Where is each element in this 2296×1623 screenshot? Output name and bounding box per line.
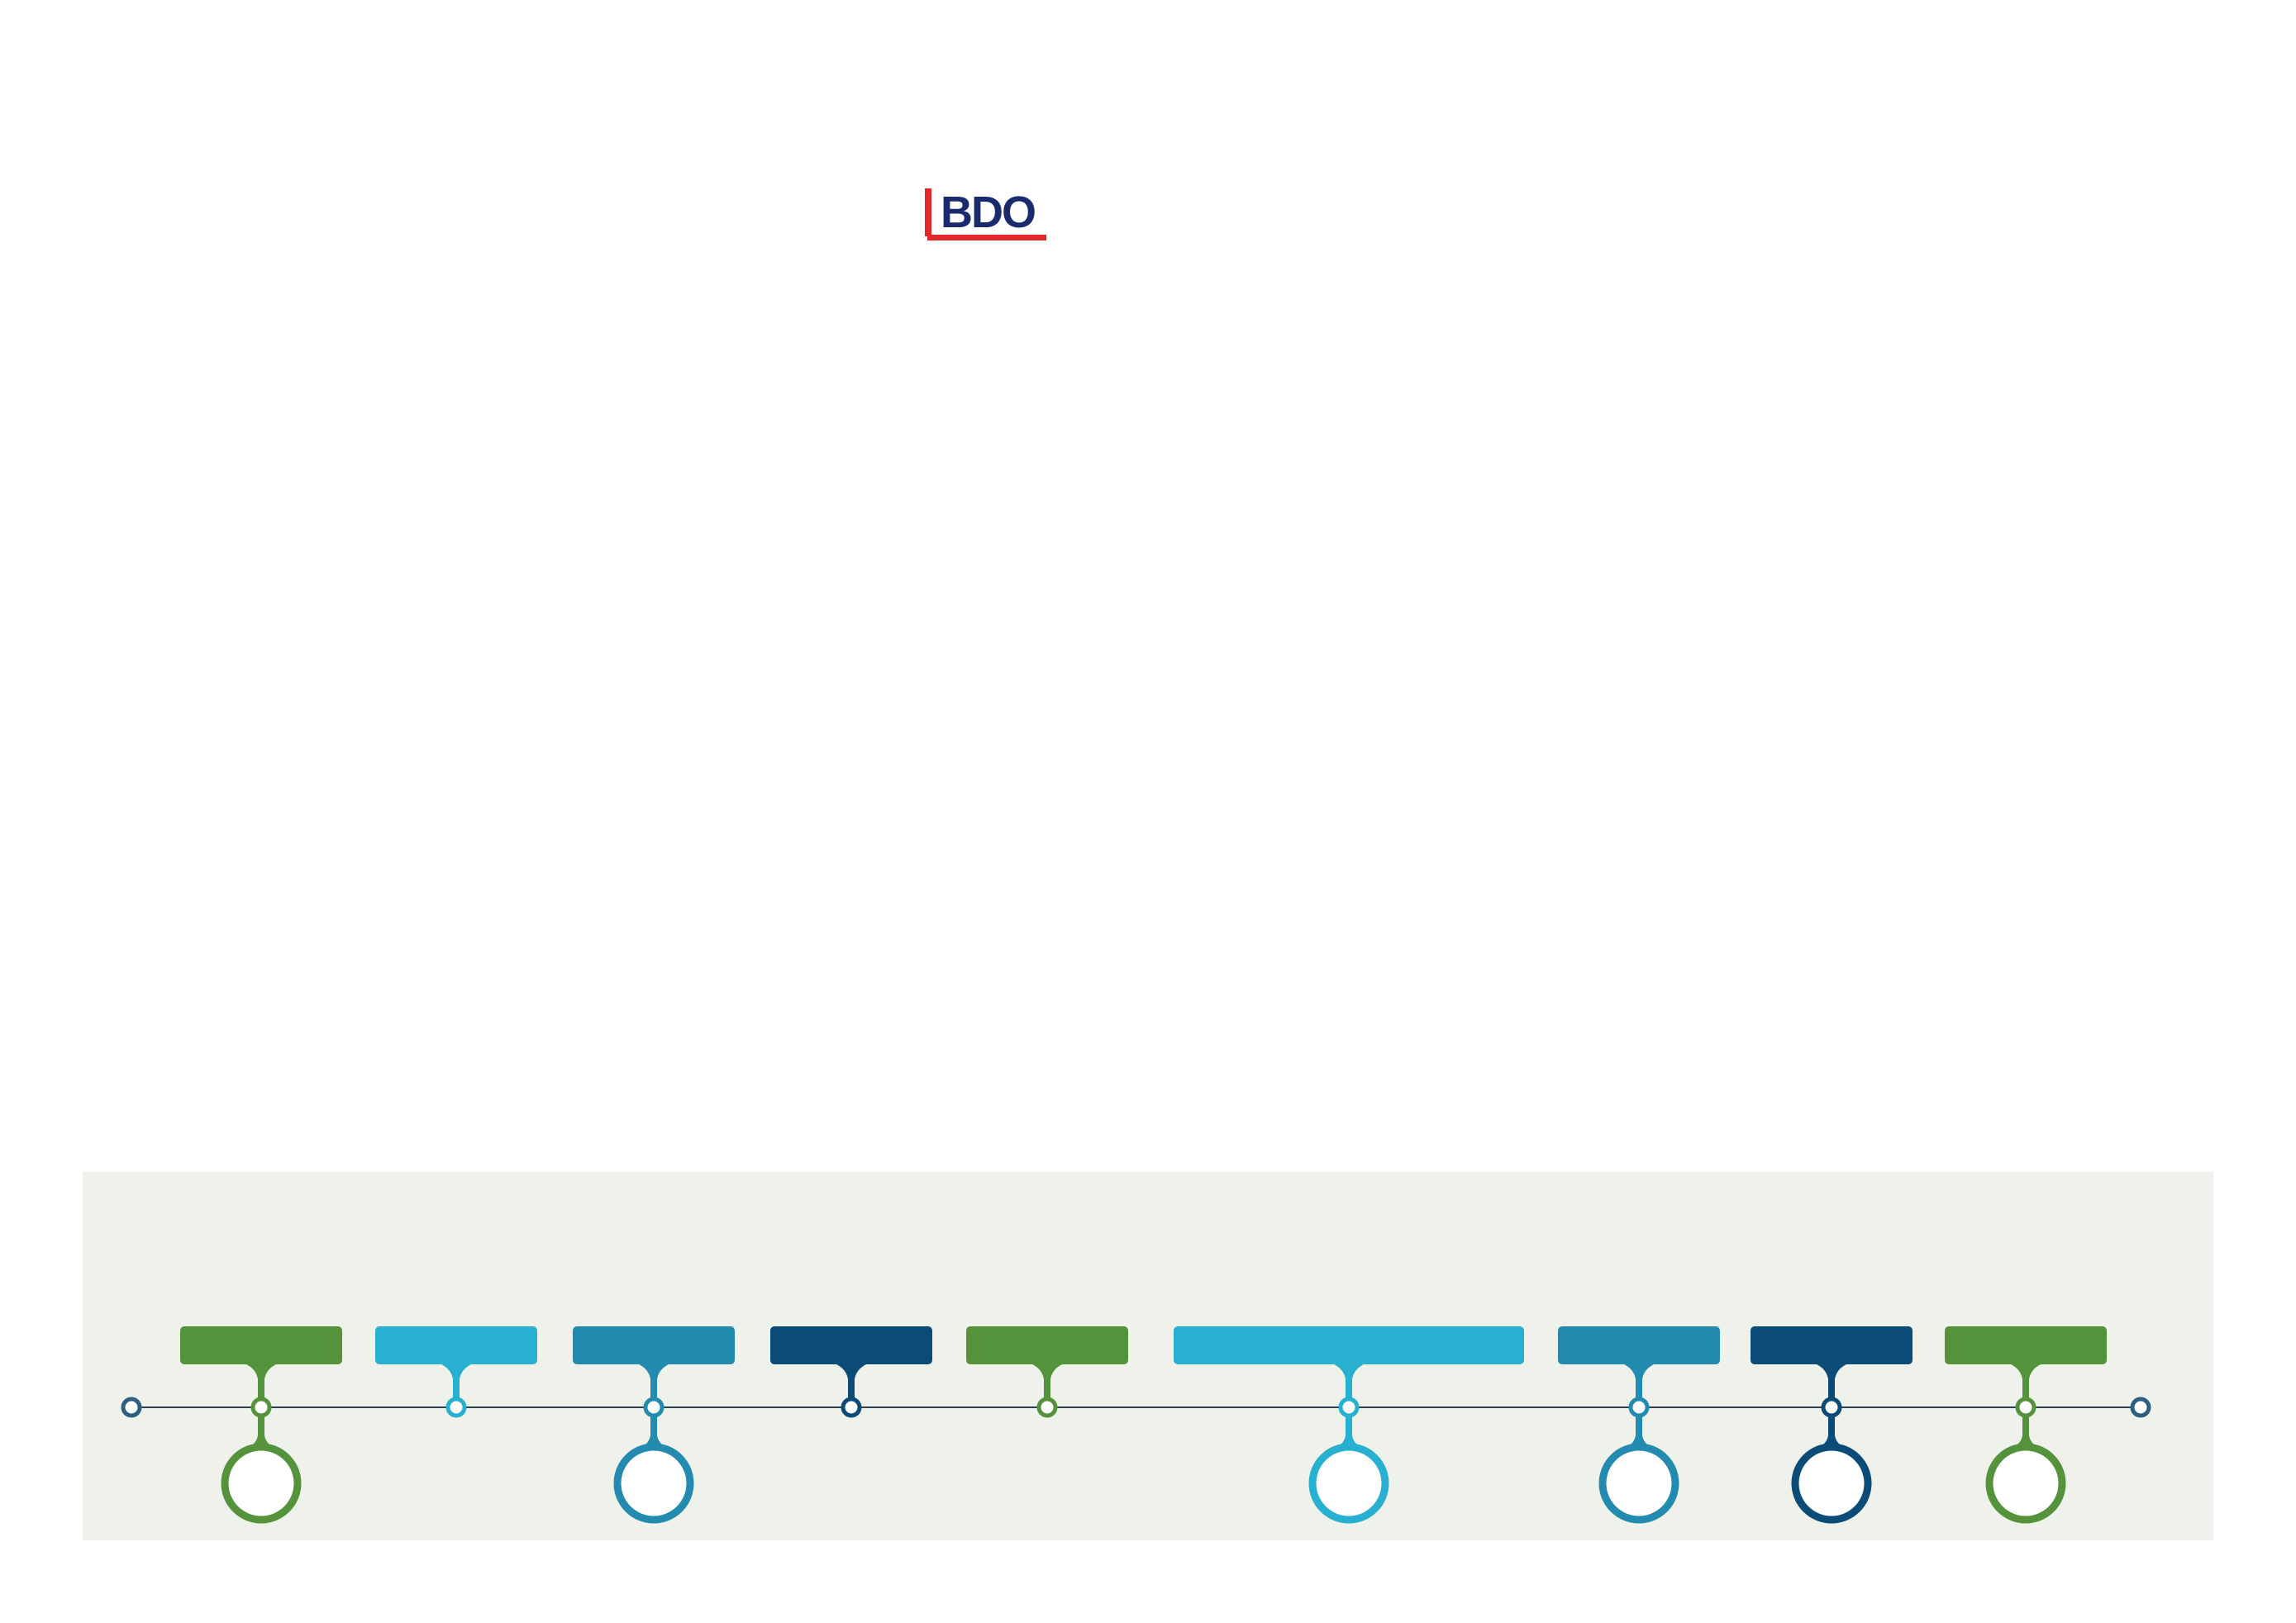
milestone-connector xyxy=(246,1364,276,1399)
milestone-connector xyxy=(441,1364,471,1399)
milestone-connector xyxy=(1032,1364,1062,1399)
milestone-lower-connector xyxy=(245,1416,278,1449)
milestone-circle xyxy=(221,1443,302,1524)
milestone-lower-connector xyxy=(637,1416,670,1449)
milestone-node xyxy=(445,1397,467,1418)
timeline-end-cap xyxy=(2130,1397,2151,1418)
milestone-node xyxy=(1628,1397,1650,1418)
milestone-lower-connector xyxy=(1332,1416,1365,1449)
milestone-connector xyxy=(639,1364,669,1399)
logo-red-underline xyxy=(927,235,1046,240)
milestone-connector xyxy=(1817,1364,1846,1399)
milestone-label-box xyxy=(1751,1326,1913,1364)
milestone-label-box xyxy=(966,1326,1128,1364)
milestone-connector xyxy=(1334,1364,1364,1399)
logo-red-bar xyxy=(925,188,931,236)
milestone-label-box xyxy=(375,1326,537,1364)
milestone-connector xyxy=(1624,1364,1654,1399)
milestone-node xyxy=(250,1397,272,1418)
milestone-label-box xyxy=(1945,1326,2107,1364)
milestone-node xyxy=(1338,1397,1360,1418)
milestone-label-box xyxy=(573,1326,735,1364)
milestone-circle xyxy=(1985,1443,2066,1524)
milestone-circle xyxy=(1598,1443,1679,1524)
logo-text: BDO xyxy=(941,188,1036,237)
timeline-start-cap xyxy=(121,1397,142,1418)
milestone-lower-connector xyxy=(1622,1416,1655,1449)
milestone-label-box xyxy=(770,1326,932,1364)
milestone-connector xyxy=(2011,1364,2041,1399)
milestone-connector xyxy=(836,1364,866,1399)
milestone-label-box xyxy=(1558,1326,1720,1364)
milestone-node xyxy=(1821,1397,1842,1418)
bdo-logo: BDO xyxy=(924,188,1050,243)
milestone-node xyxy=(841,1397,862,1418)
milestone-circle xyxy=(1308,1443,1389,1524)
milestone-node xyxy=(643,1397,665,1418)
milestone-circle xyxy=(1791,1443,1872,1524)
milestone-node xyxy=(1036,1397,1058,1418)
milestone-lower-connector xyxy=(1815,1416,1848,1449)
milestone-node xyxy=(2015,1397,2036,1418)
milestone-lower-connector xyxy=(2009,1416,2042,1449)
milestone-label-box xyxy=(180,1326,342,1364)
milestone-circle xyxy=(613,1443,694,1524)
milestone-label-box xyxy=(1174,1326,1524,1364)
